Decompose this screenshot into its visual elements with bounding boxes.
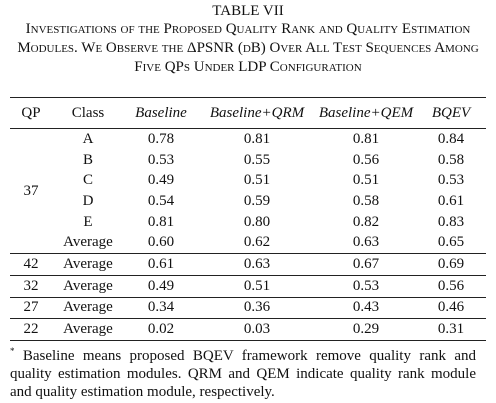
value-cell: 0.53 (437, 172, 465, 189)
data-row: D 0.54 0.59 0.58 0.61 (10, 191, 486, 212)
value-cell: 0.84 (437, 130, 465, 147)
class-cell: Average (63, 321, 113, 338)
value-cell: 0.02 (147, 321, 175, 338)
qp-group: 32 Average 0.49 0.51 0.53 0.56 (10, 275, 486, 297)
class-cell: B (82, 151, 93, 168)
value-cell: 0.81 (243, 130, 271, 147)
qp-cell: 32 (23, 277, 39, 294)
value-cell: 0.34 (147, 299, 175, 316)
value-cell: 0.59 (243, 192, 271, 209)
class-cell: D (82, 192, 94, 209)
qp-cell: 22 (23, 321, 39, 338)
value-cell: 0.51 (352, 172, 380, 189)
qp-cell: 37 (23, 182, 39, 199)
qp-group: 27 Average 0.34 0.36 0.43 0.46 (10, 297, 486, 319)
value-cell: 0.60 (147, 234, 175, 251)
data-row: 22 Average 0.02 0.03 0.29 0.31 (10, 319, 486, 341)
qp-group: 22 Average 0.02 0.03 0.29 0.31 (10, 319, 486, 341)
qp-group: 42 Average 0.61 0.63 0.67 0.69 (10, 254, 486, 276)
value-cell: 0.53 (352, 277, 380, 294)
value-cell: 0.61 (437, 192, 465, 209)
footnote-text: Baseline means proposed BQEV framework r… (10, 348, 476, 400)
header-cell: Baseline+QEM (318, 104, 414, 121)
value-cell: 0.49 (147, 277, 175, 294)
value-cell: 0.51 (243, 172, 271, 189)
value-cell: 0.65 (437, 234, 465, 251)
value-cell: 0.82 (352, 213, 380, 230)
table-caption: Investigations of the Proposed Quality R… (17, 21, 479, 75)
data-row: 37 A 0.78 0.81 0.81 0.84 (10, 129, 486, 199)
header-cell: Baseline+QRM (209, 104, 305, 121)
value-cell: 0.69 (437, 255, 465, 272)
value-cell: 0.81 (352, 130, 380, 147)
value-cell: 0.78 (147, 130, 175, 147)
data-row: 32 Average 0.49 0.51 0.53 0.56 (10, 275, 486, 297)
data-row: Average 0.60 0.62 0.63 0.65 (10, 232, 486, 253)
value-cell: 0.43 (352, 299, 380, 316)
table-title: TABLE VII (212, 3, 284, 19)
value-cell: 0.31 (437, 321, 465, 338)
class-cell: Average (63, 299, 113, 316)
footnote: * Baseline means proposed BQEV framework… (10, 342, 476, 401)
value-cell: 0.67 (352, 255, 380, 272)
qp-cell: 27 (23, 299, 39, 316)
qp-group: 37 A 0.78 0.81 0.81 0.84 B 0.53 0.55 0.56 0.58 C 0.4… (10, 129, 486, 254)
header-cell: QP (21, 104, 41, 121)
header-cell: BQEV (431, 104, 471, 121)
class-cell: Average (63, 234, 113, 251)
value-cell: 0.54 (147, 192, 175, 209)
value-cell: 0.58 (437, 151, 465, 168)
class-cell: E (83, 213, 93, 230)
data-row: C 0.49 0.51 0.51 0.53 (10, 170, 486, 191)
value-cell: 0.58 (352, 192, 380, 209)
footnote-marker: * (10, 346, 15, 356)
results-table: QP Class Baseline Baseline+QRM Baseline+QEM B… (10, 97, 486, 341)
value-cell: 0.56 (352, 151, 380, 168)
class-cell: Average (63, 255, 113, 272)
class-cell: Average (63, 277, 113, 294)
value-cell: 0.62 (243, 234, 271, 251)
value-cell: 0.51 (243, 277, 271, 294)
header-cell: Baseline (135, 104, 187, 121)
header-row: QP Class Baseline Baseline+QRM Baseline+QEM B… (10, 97, 486, 129)
header-cell: Class (71, 104, 105, 121)
qp-cell: 42 (23, 255, 39, 272)
data-row: B 0.53 0.55 0.56 0.58 (10, 150, 486, 171)
value-cell: 0.63 (352, 234, 380, 251)
value-cell: 0.46 (437, 299, 465, 316)
value-cell: 0.81 (147, 213, 175, 230)
class-cell: C (82, 172, 93, 189)
class-cell: A (82, 130, 94, 147)
value-cell: 0.63 (243, 255, 271, 272)
data-row: 42 Average 0.61 0.63 0.67 0.69 (10, 254, 486, 276)
value-cell: 0.53 (147, 151, 175, 168)
value-cell: 0.80 (243, 213, 271, 230)
value-cell: 0.36 (243, 299, 271, 316)
value-cell: 0.56 (437, 277, 465, 294)
value-cell: 0.61 (147, 255, 175, 272)
value-cell: 0.29 (352, 321, 380, 338)
value-cell: 0.55 (243, 151, 271, 168)
data-row: E 0.81 0.80 0.82 0.83 (10, 212, 486, 233)
value-cell: 0.03 (243, 321, 271, 338)
value-cell: 0.49 (147, 172, 175, 189)
value-cell: 0.83 (437, 213, 465, 230)
data-row: 27 Average 0.34 0.36 0.43 0.46 (10, 297, 486, 319)
